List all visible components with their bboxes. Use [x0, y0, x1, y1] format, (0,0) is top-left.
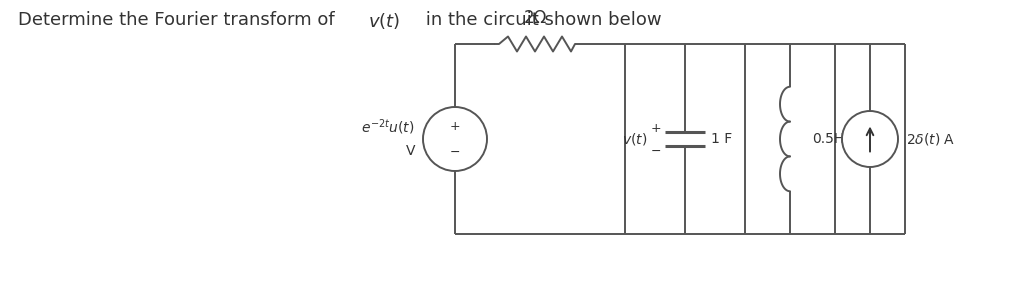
Text: $v(t)$: $v(t)$ — [368, 11, 400, 31]
Text: 1 F: 1 F — [711, 132, 732, 146]
Text: Determine the Fourier transform of: Determine the Fourier transform of — [18, 11, 340, 29]
Text: +: + — [650, 123, 662, 135]
Text: $v(t)$: $v(t)$ — [622, 131, 647, 147]
Text: $e^{-2t}u(t)$: $e^{-2t}u(t)$ — [361, 117, 415, 137]
Text: in the circuit shown below: in the circuit shown below — [420, 11, 662, 29]
Text: 2Ω: 2Ω — [523, 9, 547, 27]
Text: V: V — [406, 144, 415, 158]
Text: 0.5H: 0.5H — [812, 132, 844, 146]
Text: $2\delta(t)$ A: $2\delta(t)$ A — [906, 131, 955, 147]
Text: +: + — [450, 120, 461, 133]
Text: −: − — [650, 144, 662, 158]
Text: −: − — [450, 146, 460, 158]
